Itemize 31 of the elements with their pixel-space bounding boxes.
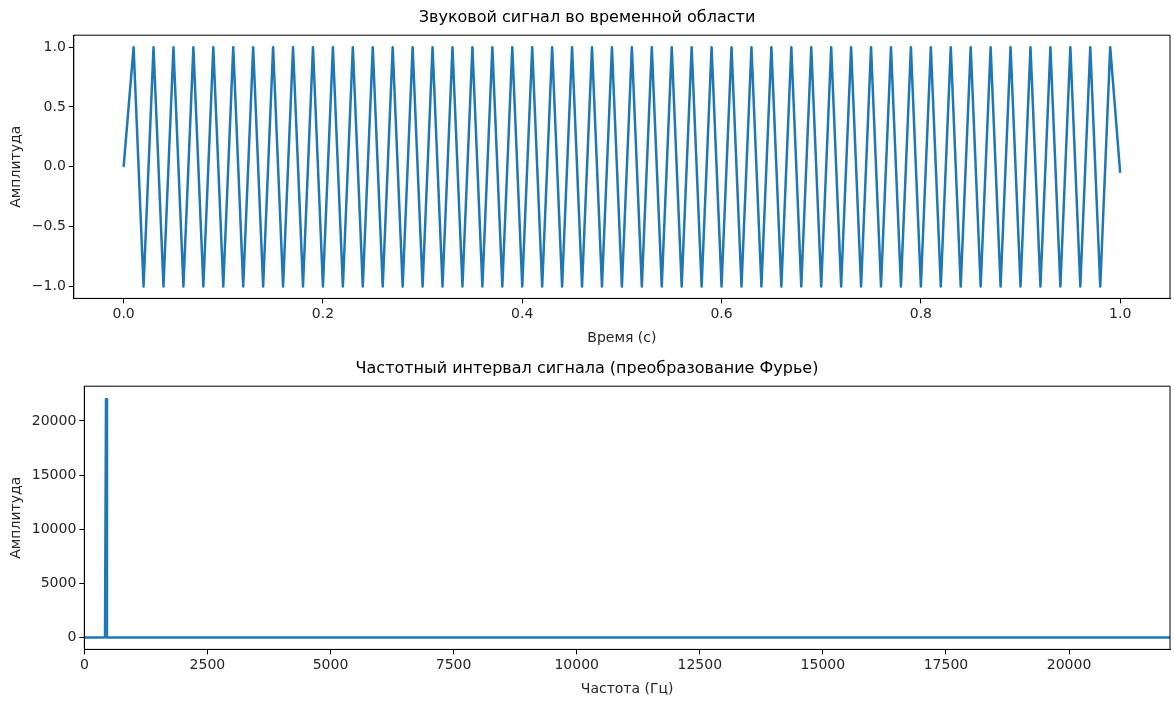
x-tick-label: 0.8 bbox=[909, 305, 932, 322]
x-axis-title: Время (с) bbox=[587, 329, 657, 346]
y-tick-label: 0.5 bbox=[43, 97, 66, 114]
x-tick-label: 10000 bbox=[554, 656, 599, 673]
y-tick-label: 20000 bbox=[31, 411, 77, 428]
chart-title: Звуковой сигнал во временной области bbox=[418, 6, 756, 26]
y-tick-label: 0 bbox=[67, 628, 77, 645]
y-tick-label: 15000 bbox=[31, 465, 77, 482]
x-tick-label: 7500 bbox=[435, 656, 472, 673]
x-tick-label: 0.6 bbox=[710, 305, 733, 322]
y-axis-title: Амплитуда bbox=[7, 476, 24, 559]
chart-title: Частотный интервал сигнала (преобразование Фурье) bbox=[355, 357, 819, 377]
y-tick-label: 10000 bbox=[31, 519, 77, 536]
x-tick-label: 0.2 bbox=[311, 305, 335, 322]
x-tick-label: 0.0 bbox=[112, 305, 135, 322]
y-axis-title: Амплитуда bbox=[7, 125, 24, 208]
x-axis-title: Частота (Гц) bbox=[580, 680, 674, 697]
x-tick-label: 20000 bbox=[1046, 656, 1092, 673]
y-tick-label: 1.0 bbox=[43, 37, 66, 54]
x-tick-label: 0 bbox=[79, 656, 89, 673]
x-tick-label: 15000 bbox=[800, 656, 846, 673]
y-tick-label: 0.0 bbox=[43, 157, 66, 174]
x-tick-label: 5000 bbox=[312, 656, 349, 673]
x-tick-label: 0.4 bbox=[511, 305, 534, 322]
x-tick-label: 12500 bbox=[677, 656, 723, 673]
x-tick-label: 1.0 bbox=[1109, 305, 1132, 322]
y-tick-label: 5000 bbox=[40, 573, 77, 590]
x-tick-label: 2500 bbox=[189, 656, 226, 673]
y-tick-label: −0.5 bbox=[31, 217, 66, 234]
x-tick-label: 17500 bbox=[923, 656, 969, 673]
y-tick-label: −1.0 bbox=[31, 277, 66, 294]
